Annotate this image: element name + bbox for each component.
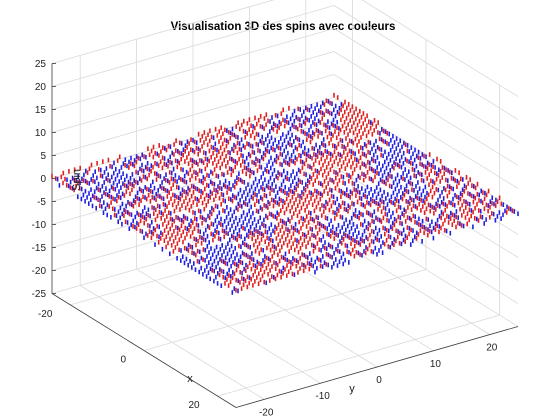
x-tick-label: 20	[188, 400, 200, 411]
x-tick-label: 0	[120, 355, 126, 366]
z-tick-label: 20	[35, 82, 47, 93]
z-tick-label: -20	[32, 266, 47, 277]
y-tick-label: 10	[430, 359, 442, 370]
x-axis-ticks: -20 0 20	[38, 309, 200, 411]
chart-title: Visualisation 3D des spins avec couleurs	[171, 21, 396, 33]
z-axis-label: Spin	[71, 169, 83, 191]
z-tick-label: 5	[40, 151, 46, 162]
grid-line	[249, 236, 434, 352]
x-axis-label: x	[187, 373, 193, 385]
z-tick-label: 0	[40, 174, 46, 185]
y-tick-label: -20	[259, 407, 274, 418]
z-tick-label: 25	[35, 59, 47, 70]
y-axis-line	[235, 326, 519, 408]
z-tick-label: -15	[32, 243, 47, 254]
y-tick-label: 20	[486, 343, 498, 354]
x-axis-line	[51, 293, 237, 408]
grid-line	[136, 268, 321, 384]
z-tick-label: 10	[35, 128, 47, 139]
grid	[51, 0, 519, 400]
x-tick-label: -20	[38, 309, 53, 320]
y-axis-label: y	[349, 383, 355, 395]
z-axis-ticks: 25 20 15 10 5 0 -5 -10 -15 -20 -25	[32, 59, 56, 300]
y-tick-label: -10	[315, 391, 330, 402]
z-tick-label: -10	[32, 220, 47, 231]
z-tick-label: -25	[32, 289, 47, 300]
grid-line	[305, 220, 491, 335]
y-tick-label: 0	[376, 375, 382, 386]
grid-line	[79, 285, 265, 400]
z-tick-label: 15	[35, 105, 47, 116]
spin-points	[51, 92, 519, 295]
z-tick-label: -5	[37, 197, 46, 208]
y-axis-ticks: -20 -10 0 10 20	[259, 343, 498, 419]
